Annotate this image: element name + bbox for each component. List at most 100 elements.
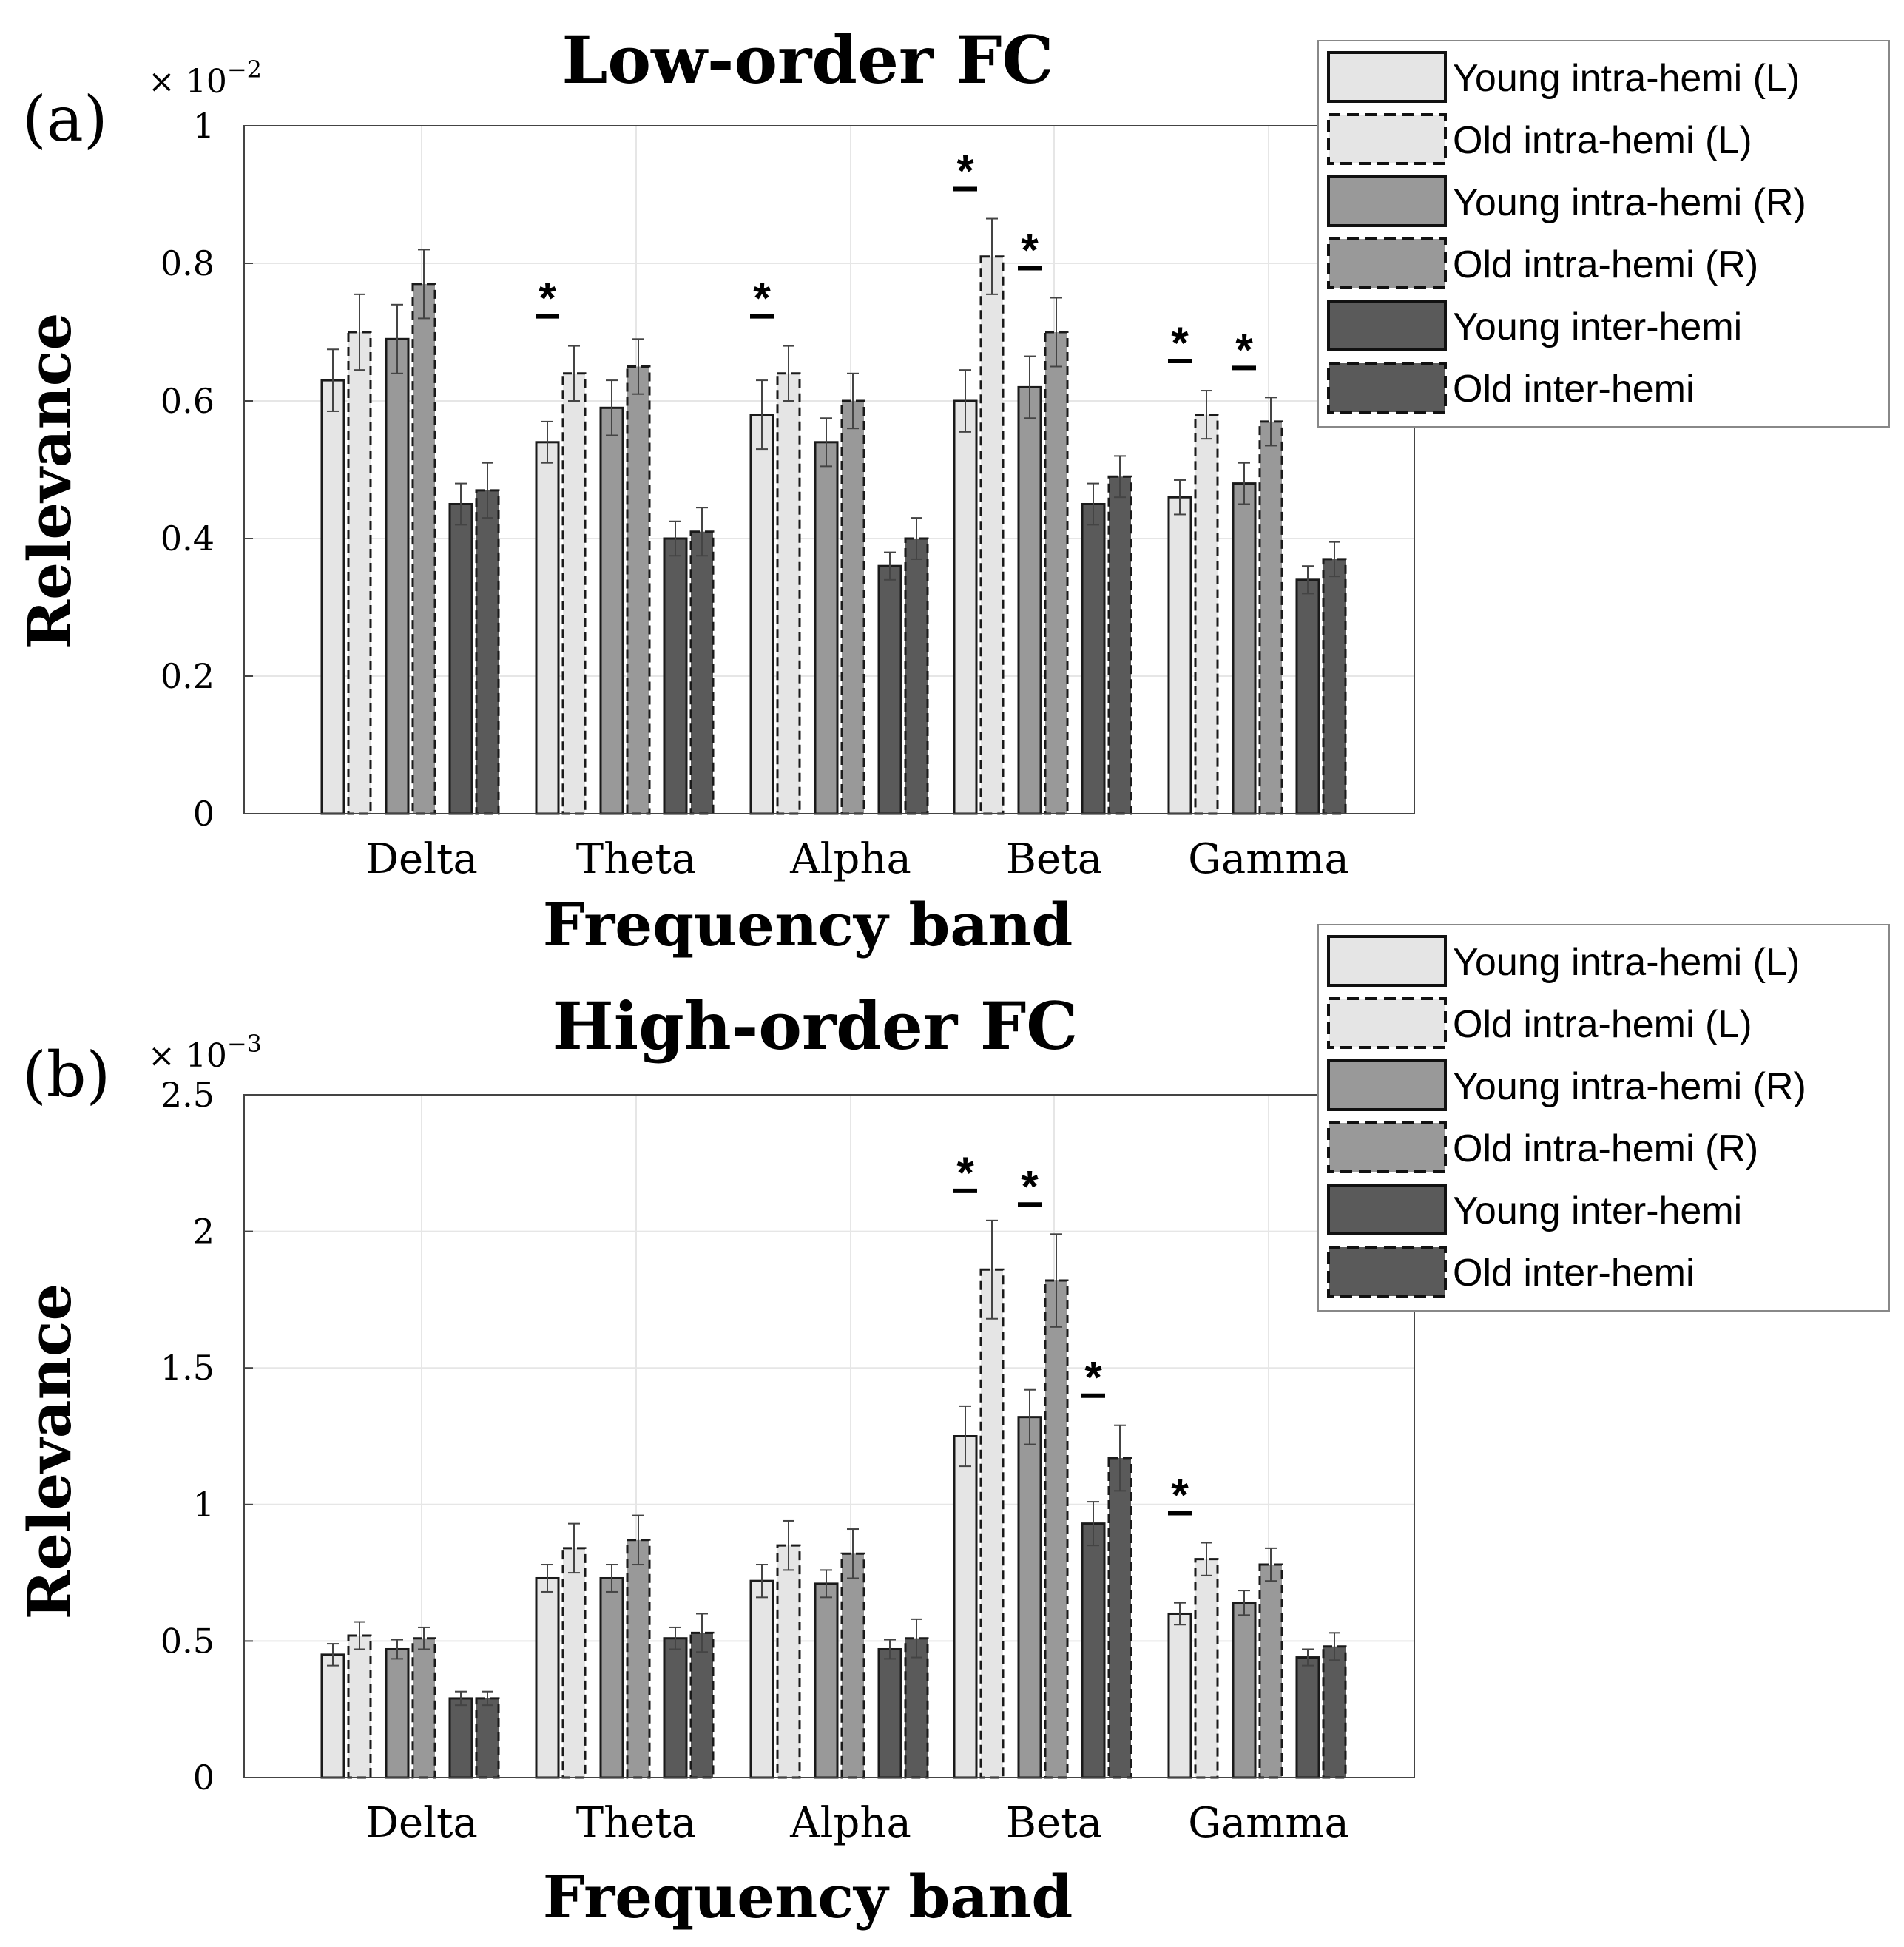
panel-b-y-tick-label: 1.5 xyxy=(161,1348,215,1388)
panel-b-bar-gamma-3 xyxy=(1258,1563,1283,1779)
panel-b-bar-alpha-2 xyxy=(814,1582,839,1779)
panel-b-bar-alpha-5 xyxy=(904,1637,929,1779)
panel-a-legend: Young intra-hemi (L) Old intra-hemi (L) Yo… xyxy=(1317,40,1890,428)
panel-b-bar-gamma-5 xyxy=(1322,1645,1347,1779)
panel-a-y-tick-label: 0 xyxy=(193,794,215,834)
panel-a-significance-star: * xyxy=(956,146,974,196)
panel-a-bar-gamma-0 xyxy=(1167,496,1192,815)
panel-b-bar-theta-3 xyxy=(626,1539,651,1779)
panel-b-legend-swatch xyxy=(1327,1059,1447,1111)
panel-a-bar-delta-2 xyxy=(385,337,410,815)
panel-a-bar-beta-3 xyxy=(1044,331,1069,815)
panel-b-bar-beta-2 xyxy=(1017,1416,1042,1779)
panel-a-bar-delta-0 xyxy=(320,379,345,815)
panel-b-bar-delta-4 xyxy=(448,1697,473,1779)
panel-a-bar-theta-5 xyxy=(689,530,715,815)
panel-a-bar-alpha-1 xyxy=(776,372,801,815)
panel-a-bar-beta-4 xyxy=(1081,503,1106,815)
panel-b-legend-label: Young inter-hemi xyxy=(1453,1190,1742,1232)
panel-a-bar-alpha-0 xyxy=(749,414,774,815)
panel-a-title: Low-order FC xyxy=(562,21,1054,98)
panel-b-title: High-order FC xyxy=(553,988,1078,1064)
panel-b-exponent: × 10−3 xyxy=(148,1030,262,1075)
panel-b-bar-theta-5 xyxy=(689,1631,715,1779)
panel-b-y-tick-label: 0.5 xyxy=(161,1621,215,1661)
panel-b-significance-star: * xyxy=(1084,1353,1102,1403)
panel-b-x-tick-label-alpha: Alpha xyxy=(789,1799,911,1847)
panel-b-x-tick-label-delta: Delta xyxy=(365,1799,478,1847)
panel-b-bar-beta-1 xyxy=(979,1268,1005,1779)
panel-a-bar-delta-1 xyxy=(347,331,372,815)
panel-a-legend-swatch xyxy=(1327,237,1447,289)
panel-b: (b) High-order FC × 10−3 Frequency band … xyxy=(15,988,1415,1931)
panel-a-legend-swatch xyxy=(1327,175,1447,227)
panel-a: (a) Low-order FC × 10−2 Frequency band R… xyxy=(15,21,1415,959)
panel-a-bar-theta-2 xyxy=(599,406,624,815)
panel-a-ylabel: Relevance xyxy=(15,313,84,649)
panel-b-legend-swatch xyxy=(1327,1184,1447,1235)
panel-a-legend-swatch xyxy=(1327,362,1447,414)
panel-b-x-tick-label-theta: Theta xyxy=(576,1799,696,1847)
panel-a-bar-theta-0 xyxy=(535,441,560,815)
panel-a-y-tick-label: 0.8 xyxy=(161,243,215,283)
panel-a-significance-star: * xyxy=(1171,318,1189,368)
panel-b-bar-alpha-0 xyxy=(749,1579,774,1779)
panel-b-label: (b) xyxy=(22,1039,110,1111)
panel-b-exponent-base: × 10 xyxy=(148,1037,227,1075)
panel-b-bar-theta-4 xyxy=(663,1637,688,1779)
panel-b-bar-alpha-1 xyxy=(776,1544,801,1779)
panel-a-legend-label: Old intra-hemi (R) xyxy=(1453,243,1758,286)
panel-a-bar-theta-1 xyxy=(561,372,587,815)
panel-a-bar-gamma-3 xyxy=(1258,420,1283,815)
panel-a-bar-delta-4 xyxy=(448,503,473,815)
panel-b-bar-gamma-4 xyxy=(1295,1656,1320,1779)
panel-b-bar-beta-5 xyxy=(1107,1457,1132,1779)
panel-a-x-tick-label-theta: Theta xyxy=(576,835,696,883)
panel-b-bar-theta-2 xyxy=(599,1576,624,1779)
panel-a-legend-swatch xyxy=(1327,113,1447,165)
panel-b-bar-alpha-3 xyxy=(840,1552,865,1779)
panel-a-bar-alpha-4 xyxy=(877,564,902,815)
panel-a-x-tick-label-delta: Delta xyxy=(365,835,478,883)
panel-b-x-tick-label-gamma: Gamma xyxy=(1188,1799,1349,1847)
panel-b-legend-label: Old inter-hemi xyxy=(1453,1252,1695,1295)
panel-a-bar-beta-0 xyxy=(953,399,978,815)
panel-b-legend-swatch xyxy=(1327,1246,1447,1298)
panel-b-legend: Young intra-hemi (L) Old intra-hemi (L) Yo… xyxy=(1317,924,1890,1312)
panel-a-bar-alpha-2 xyxy=(814,441,839,815)
panel-b-bar-gamma-1 xyxy=(1194,1558,1219,1779)
panel-a-xlabel: Frequency band xyxy=(543,890,1073,959)
panel-a-significance-star: * xyxy=(1021,226,1039,275)
panel-b-bar-delta-5 xyxy=(475,1697,500,1779)
panel-a-x-tick-label-alpha: Alpha xyxy=(789,835,911,883)
panel-a-y-tick-label: 0.2 xyxy=(161,656,215,696)
panel-a-legend-label: Young intra-hemi (L) xyxy=(1453,57,1800,100)
panel-b-legend-swatch xyxy=(1327,997,1447,1049)
panel-a-bar-gamma-4 xyxy=(1295,578,1320,815)
panel-a-y-tick-label: 1 xyxy=(193,106,215,146)
panel-b-ylabel: Relevance xyxy=(15,1283,84,1620)
panel-a-label: (a) xyxy=(22,83,108,155)
panel-b-bar-delta-0 xyxy=(320,1653,345,1779)
panel-a-exponent-power: −2 xyxy=(227,55,262,84)
panel-a-bar-beta-2 xyxy=(1017,385,1042,815)
panel-a-legend-label: Old inter-hemi xyxy=(1453,368,1695,411)
panel-a-significance-star: * xyxy=(539,274,556,323)
panel-b-legend-label: Old intra-hemi (R) xyxy=(1453,1127,1758,1170)
panel-a-bar-gamma-2 xyxy=(1232,482,1257,815)
panel-b-bar-gamma-0 xyxy=(1167,1612,1192,1779)
panel-b-bar-delta-1 xyxy=(347,1634,372,1779)
panel-a-legend-swatch xyxy=(1327,300,1447,351)
panel-a-bar-alpha-3 xyxy=(840,399,865,815)
panel-b-legend-label: Old intra-hemi (L) xyxy=(1453,1003,1752,1046)
panel-a-axes-box xyxy=(243,125,1415,814)
panel-a-bar-beta-5 xyxy=(1107,475,1132,815)
panel-a-legend-label: Young inter-hemi xyxy=(1453,306,1742,348)
panel-a-bar-gamma-5 xyxy=(1322,558,1347,815)
panel-b-exponent-power: −3 xyxy=(227,1030,262,1058)
panel-b-bar-delta-3 xyxy=(411,1637,436,1779)
panel-b-bar-gamma-2 xyxy=(1232,1602,1257,1779)
panel-a-bar-beta-1 xyxy=(979,255,1005,815)
panel-b-bar-alpha-4 xyxy=(877,1647,902,1779)
